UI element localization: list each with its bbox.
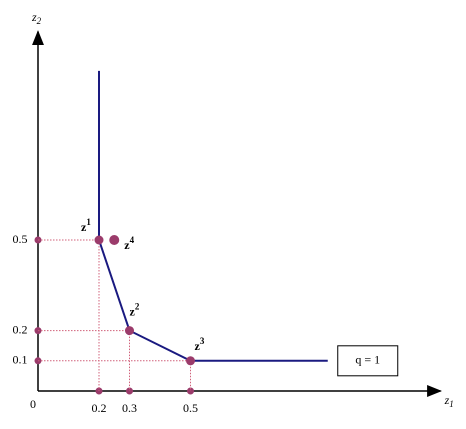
point-label-base: z — [124, 238, 130, 252]
x-tick-label: 0 — [30, 397, 36, 411]
y-tick-label: 0.5 — [13, 232, 28, 246]
y-axis-label: z2 — [31, 10, 42, 26]
point-label-base: z — [130, 304, 136, 318]
x-axis-label-sub: 1 — [449, 399, 454, 409]
x-axis-label-base: z — [444, 393, 450, 407]
x-axis-label: z1 — [444, 393, 454, 409]
point — [109, 235, 120, 245]
legend-label: q = 1 — [355, 353, 380, 367]
point-label-sup: 4 — [130, 235, 135, 245]
y-tick-label: 0.2 — [13, 322, 28, 336]
x-tick-label: 0.3 — [122, 401, 137, 415]
point-label-base: z — [195, 339, 201, 353]
point-label: z3 — [195, 336, 205, 353]
point-label-sup: 2 — [135, 302, 140, 312]
x-tick-label: 0.5 — [183, 401, 198, 415]
legend-box — [337, 345, 399, 377]
point-label-base: z — [81, 220, 87, 234]
point-label: z4 — [124, 235, 134, 252]
y-tick-label: 0.1 — [13, 353, 28, 367]
point — [186, 356, 195, 366]
y-axis-label-base: z — [31, 10, 37, 24]
point-label: z1 — [81, 217, 91, 234]
point-label-sup: 3 — [200, 336, 205, 346]
y-axis-label-sub: 2 — [37, 16, 42, 26]
point-label: z2 — [130, 302, 140, 319]
x-tick-label: 0.2 — [92, 401, 107, 415]
point — [125, 326, 134, 336]
point-label-sup: 1 — [86, 217, 91, 227]
point — [94, 235, 104, 245]
